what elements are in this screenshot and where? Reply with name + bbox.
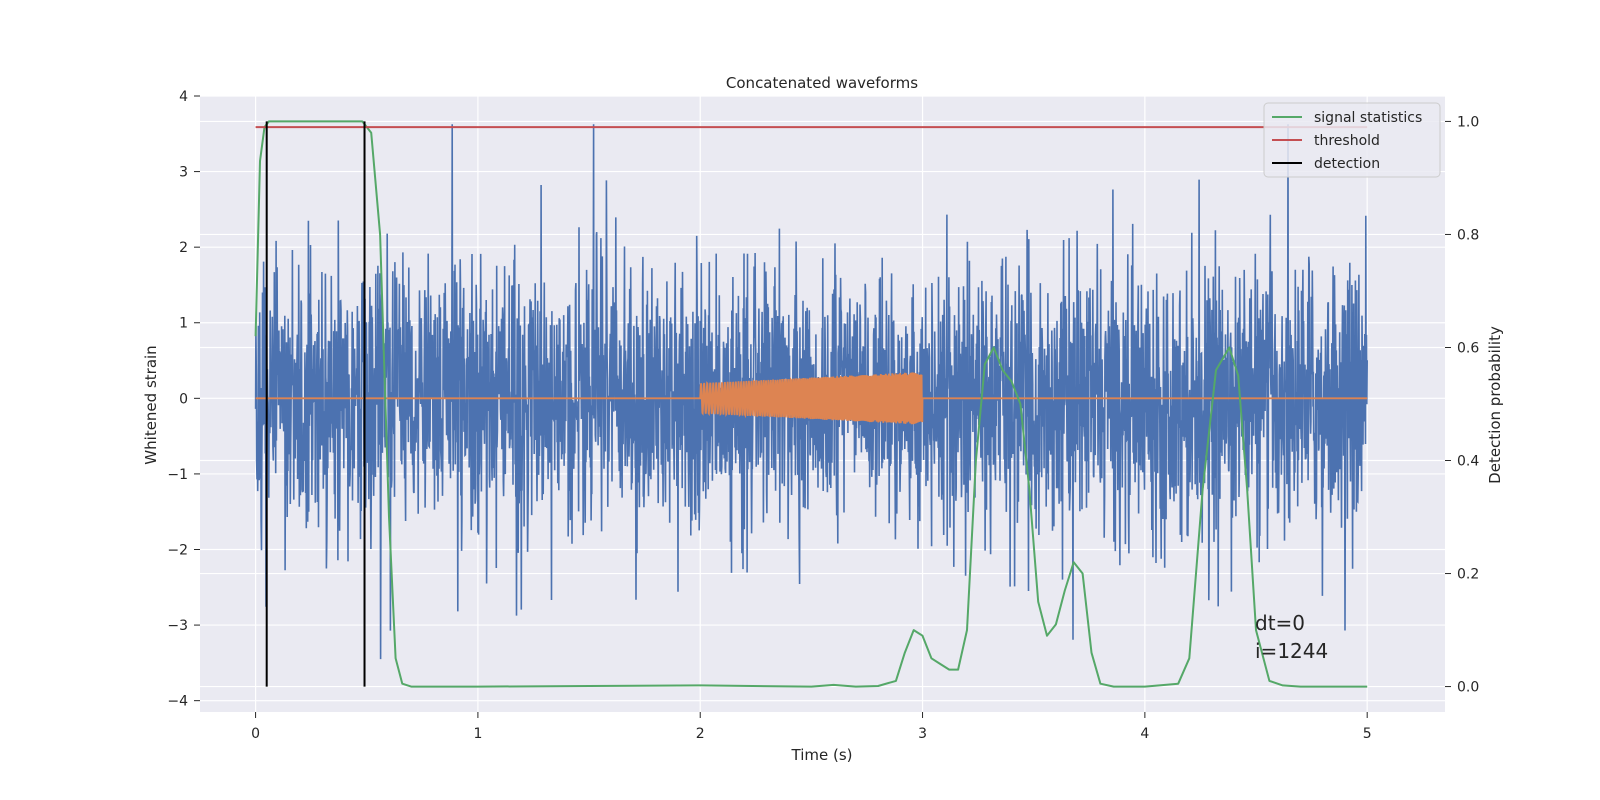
y2-tick-label: 1.0	[1457, 114, 1479, 130]
annotation-i: i=1244	[1255, 639, 1328, 663]
ticks: 0 1 2 3 4 5 4 3 2 1 0 −1 −2 −3 −4 1.0 0.8 0.6 0.4 0.2 0.0	[167, 89, 1479, 742]
y2-tick-label: 0.2	[1457, 567, 1479, 583]
y-tick-label: 4	[179, 89, 188, 105]
chart-title: Concatenated waveforms	[726, 74, 918, 92]
signal-statistics-line	[254, 120, 1368, 688]
y-tick-label: 2	[179, 240, 188, 256]
legend: signal statistics threshold detection	[1263, 102, 1441, 178]
y2-tick-label: 0.4	[1457, 454, 1479, 470]
y2-tick-label: 0.0	[1457, 680, 1479, 696]
x-tick-label: 5	[1363, 726, 1372, 742]
y-tick-label: 0	[179, 391, 188, 407]
y-tick-label: −2	[167, 542, 188, 558]
x-tick-label: 0	[251, 726, 260, 742]
series-layer	[254, 120, 1368, 688]
annotation-dt: dt=0	[1255, 611, 1305, 635]
y-tick-label: 1	[179, 316, 188, 332]
legend-label: threshold	[1314, 133, 1380, 149]
x-tick-label: 4	[1140, 726, 1149, 742]
y2-tick-label: 0.6	[1457, 340, 1479, 356]
legend-label: signal statistics	[1314, 110, 1422, 126]
y-tick-label: −3	[167, 618, 188, 634]
y-axis-label: Whitened strain	[142, 345, 160, 464]
strain-series	[254, 124, 1368, 660]
y-tick-label: 3	[179, 165, 188, 181]
x-tick-label: 2	[696, 726, 705, 742]
legend-label: detection	[1314, 156, 1380, 172]
x-axis-label: Time (s)	[791, 746, 853, 764]
y2-tick-label: 0.8	[1457, 227, 1479, 243]
y2-axis-label: Detection probability	[1486, 326, 1504, 484]
legend-box	[1263, 102, 1441, 178]
x-tick-label: 3	[918, 726, 927, 742]
y-tick-label: −4	[167, 694, 188, 710]
y-tick-label: −1	[167, 467, 188, 483]
x-tick-label: 1	[473, 726, 482, 742]
chirp-series	[255, 372, 1368, 425]
